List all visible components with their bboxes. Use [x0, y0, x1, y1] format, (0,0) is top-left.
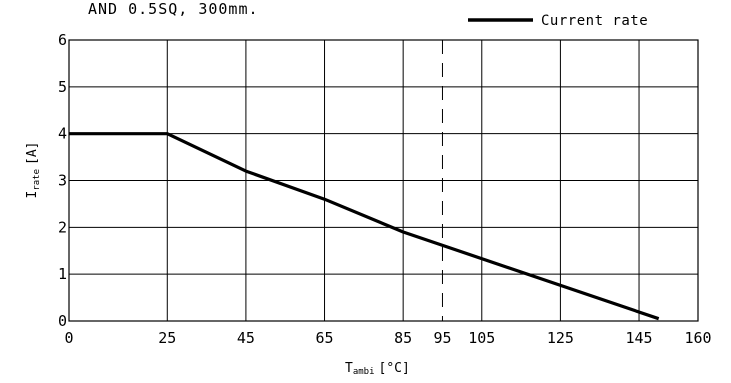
x-tick-label-1: 25 — [158, 329, 176, 347]
y-tick-label-4: 4 — [58, 125, 67, 143]
series-layer — [69, 132, 660, 321]
y-axis-label-unit: [A] — [25, 142, 40, 165]
grid — [69, 40, 698, 321]
legend-label: Current rate — [541, 13, 648, 29]
y-tick-label-5: 5 — [58, 78, 67, 96]
x-tick-label-9: 160 — [684, 329, 711, 347]
x-tick-label-8: 145 — [625, 329, 652, 347]
x-axis-label-main: T — [345, 361, 353, 376]
x-axis-label: Tambi [°C] — [345, 361, 410, 377]
x-tick-label-4: 85 — [394, 329, 412, 347]
series-line-0 — [69, 132, 660, 321]
legend: Current rate — [468, 13, 648, 29]
y-axis-label: Irate [A] — [25, 142, 42, 199]
y-axis-label-main: I — [25, 191, 40, 199]
y-tick-label-1: 1 — [58, 265, 67, 283]
x-axis-label-sub: ambi — [353, 367, 375, 377]
x-tick-label-6: 105 — [468, 329, 495, 347]
x-tick-label-5: 95 — [433, 329, 451, 347]
x-tick-label-7: 125 — [547, 329, 574, 347]
x-tick-label-2: 45 — [237, 329, 255, 347]
x-tick-label-0: 0 — [64, 329, 73, 347]
x-tick-label-3: 65 — [316, 329, 334, 347]
y-axis-label-sub: rate — [32, 169, 42, 191]
y-tick-label-2: 2 — [58, 218, 67, 236]
x-axis-label-unit: [°C] — [379, 361, 410, 376]
chart-caption: AND 0.5SQ, 300mm. — [88, 0, 259, 18]
svg-text:Tambi[°C]: Tambi [°C] — [345, 361, 410, 377]
y-tick-label-6: 6 — [58, 31, 67, 49]
y-tick-label-3: 3 — [58, 172, 67, 190]
svg-text:Irate[A]: Irate [A] — [25, 142, 42, 199]
y-tick-label-0: 0 — [58, 312, 67, 330]
plot-frame — [68, 39, 699, 322]
